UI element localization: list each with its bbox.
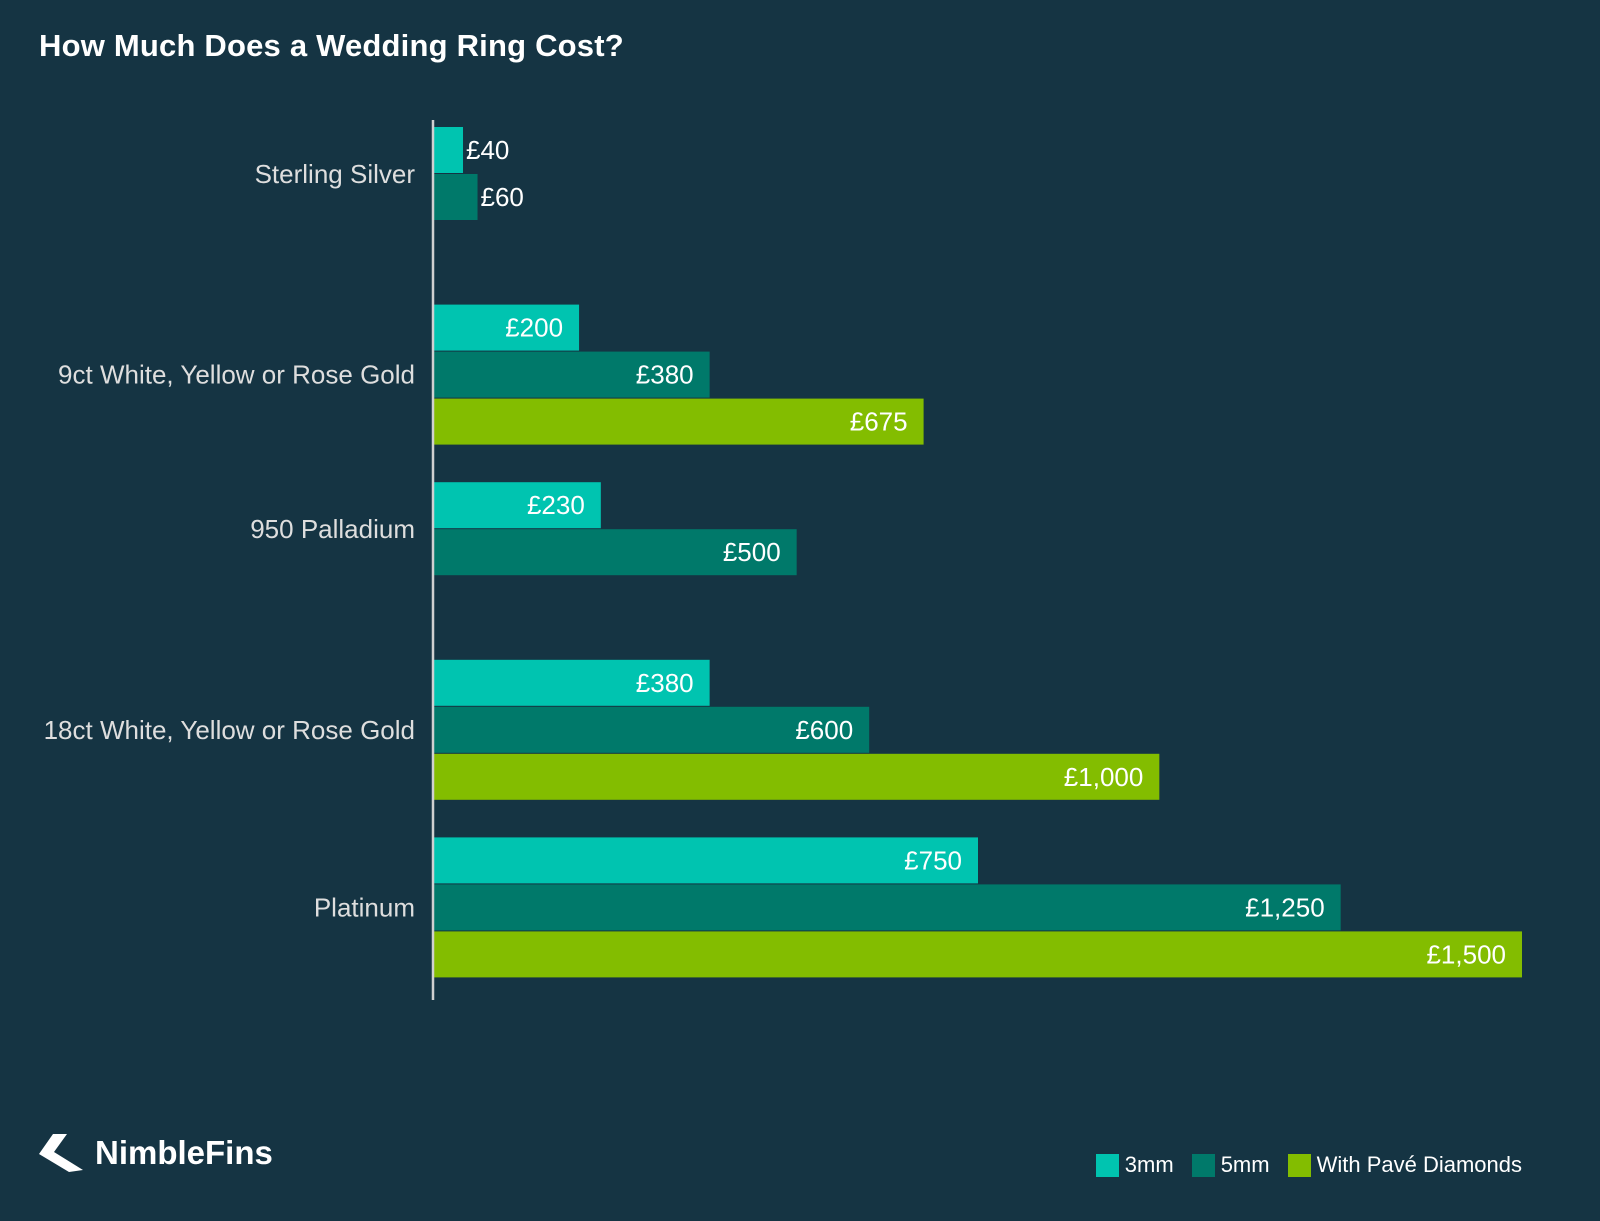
bar	[434, 884, 1341, 931]
bar	[434, 174, 478, 220]
bar-value-label: £380	[636, 668, 694, 698]
legend-label: 3mm	[1124, 1152, 1174, 1177]
chart-legend: 3mm 5mm With Pavé Diamonds	[1078, 1152, 1522, 1178]
bar-value-label: £600	[795, 715, 853, 745]
bar-value-label: £200	[505, 313, 563, 343]
category-label: Platinum	[314, 892, 415, 922]
category-label: 18ct White, Yellow or Rose Gold	[44, 715, 415, 745]
bar	[434, 753, 1160, 800]
category-label: 9ct White, Yellow or Rose Gold	[58, 360, 415, 390]
legend-swatch	[1095, 1153, 1119, 1177]
bar-value-label: £40	[466, 135, 509, 165]
category-label: 950 Palladium	[250, 514, 415, 544]
legend-swatch	[1287, 1153, 1311, 1177]
bar-value-label: £1,500	[1426, 939, 1506, 969]
bar	[434, 127, 464, 173]
bar	[434, 398, 924, 445]
legend-label: With Pavé Diamonds	[1316, 1152, 1522, 1177]
bar-value-label: £750	[904, 845, 962, 875]
bar	[434, 529, 797, 576]
category-label: Sterling Silver	[255, 159, 416, 189]
chart-title: How Much Does a Wedding Ring Cost?	[39, 28, 624, 63]
bar-value-label: £675	[850, 407, 908, 437]
legend-item: 3mm	[1095, 1152, 1174, 1178]
bar	[434, 659, 710, 706]
legend-swatch	[1191, 1153, 1215, 1177]
bar	[434, 304, 580, 351]
bar-value-label: £380	[636, 360, 694, 390]
bar-value-label: £230	[527, 490, 585, 520]
bar-value-label: £1,000	[1064, 762, 1144, 792]
brand-name: NimbleFins	[95, 1134, 273, 1171]
bar	[434, 837, 978, 884]
bar	[434, 351, 710, 398]
bar-value-label: £500	[723, 537, 781, 567]
legend-label: 5mm	[1220, 1152, 1270, 1177]
bar	[434, 706, 870, 753]
bar-value-label: £60	[481, 182, 524, 212]
nimblefins-logo-icon	[39, 1134, 83, 1172]
legend-item: 5mm	[1191, 1152, 1270, 1178]
bar-value-label: £1,250	[1245, 892, 1325, 922]
bar	[434, 482, 601, 529]
brand-logo: NimbleFins	[39, 1134, 273, 1172]
legend-item: With Pavé Diamonds	[1287, 1152, 1522, 1178]
bar	[434, 931, 1522, 978]
